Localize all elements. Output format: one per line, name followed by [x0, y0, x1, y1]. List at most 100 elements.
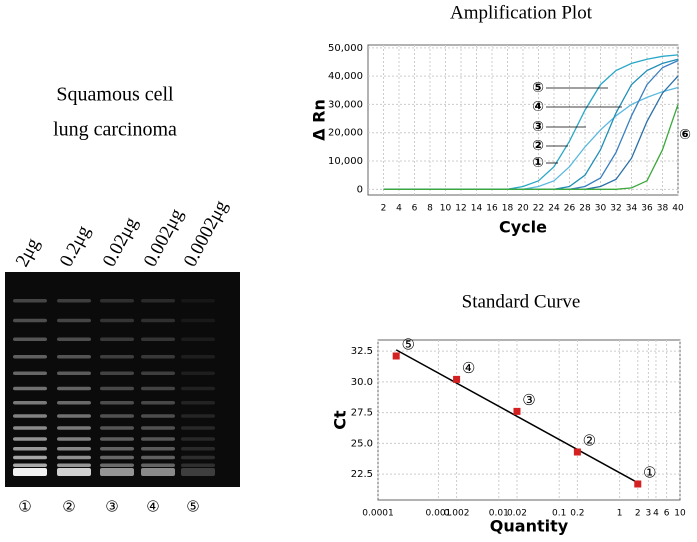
y-tick-label: 22.5	[351, 469, 373, 480]
x-tick-label: 20	[517, 204, 529, 214]
lane-number: ①	[18, 498, 31, 516]
gel-title: lung carcinoma	[53, 119, 177, 141]
gel-band	[57, 414, 91, 418]
gel-band	[100, 337, 134, 341]
gel-band	[13, 299, 47, 303]
gel-band	[141, 318, 175, 323]
x-tick-label: 0.01	[489, 509, 509, 519]
x-tick-label: 40	[672, 204, 684, 214]
x-tick-label: 6	[664, 509, 670, 519]
chart-title: Amplification Plot	[450, 2, 593, 23]
gel-band	[57, 468, 91, 476]
gel-band	[13, 386, 47, 391]
gel-band	[13, 355, 47, 359]
lane-number: ③	[105, 498, 118, 516]
x-tick-label: 28	[579, 204, 591, 214]
lane-label: 0.02μg	[99, 213, 143, 270]
gel-band	[141, 455, 175, 460]
gel-band	[57, 447, 91, 451]
lane-label: 0.2μg	[56, 222, 95, 271]
gel-band	[100, 299, 134, 303]
gel-band	[181, 318, 215, 323]
gel-band	[141, 437, 175, 441]
data-point	[573, 448, 581, 456]
y-tick-label: 30.0	[351, 377, 373, 388]
gel-band	[181, 447, 215, 451]
gel-band	[13, 447, 47, 451]
gel-band	[181, 355, 215, 359]
y-axis-label: Δ Rn	[310, 99, 329, 141]
gel-band	[141, 463, 175, 467]
lane-number: ⑤	[186, 498, 199, 516]
x-tick-label: 38	[657, 204, 669, 214]
gel-band	[181, 455, 215, 460]
curve-annotation: ③	[532, 119, 544, 135]
point-annotation: ④	[462, 359, 475, 377]
gel-band	[181, 414, 215, 418]
x-tick-label: 14	[471, 204, 483, 214]
x-axis-label: Cycle	[499, 218, 547, 237]
curve-annotation: ②	[532, 138, 544, 154]
curve-annotation: ④	[532, 99, 544, 115]
gel-band	[13, 318, 47, 323]
gel-band	[141, 355, 175, 359]
point-annotation: ②	[583, 432, 596, 450]
x-tick-label: 36	[641, 204, 653, 214]
gel-band	[100, 318, 134, 323]
gel-band	[57, 299, 91, 303]
gel-band	[13, 401, 47, 405]
gel-band	[57, 355, 91, 359]
x-tick-label: 10	[440, 204, 452, 214]
y-tick-label: 40,000	[328, 71, 363, 82]
gel-band	[57, 401, 91, 405]
gel-band	[57, 426, 91, 430]
gel-band	[100, 463, 134, 467]
gel-band	[100, 468, 134, 476]
x-tick-label: 1	[617, 509, 623, 519]
gel-band	[181, 386, 215, 391]
gel-band	[13, 463, 47, 467]
y-tick-label: 32.5	[351, 346, 373, 357]
gel-band	[141, 337, 175, 341]
x-tick-label: 34	[626, 204, 638, 214]
data-point	[513, 407, 521, 415]
x-tick-label: 24	[548, 204, 560, 214]
x-tick-label: 32	[610, 204, 621, 214]
gel-band	[100, 437, 134, 441]
x-tick-label: 26	[564, 204, 576, 214]
chart-title: Standard Curve	[462, 291, 581, 312]
y-tick-label: 20,000	[328, 128, 363, 139]
gel-band	[181, 401, 215, 405]
gel-band	[141, 447, 175, 451]
x-tick-label: 4	[653, 509, 659, 519]
gel-band	[57, 463, 91, 467]
gel-band	[13, 455, 47, 460]
lane-number: ②	[62, 498, 75, 516]
gel-band	[181, 437, 215, 441]
gel-band	[141, 468, 175, 476]
y-tick-label: 50,000	[328, 43, 363, 54]
gel-band	[13, 371, 47, 375]
y-tick-label: 30,000	[328, 99, 363, 110]
x-tick-label: 6	[412, 204, 418, 214]
x-tick-label: 30	[595, 204, 607, 214]
gel-band	[13, 337, 47, 341]
gel-band	[57, 455, 91, 460]
plot-area	[377, 339, 681, 501]
y-tick-label: 10,000	[328, 156, 363, 167]
gel-band	[181, 337, 215, 341]
gel-band	[181, 468, 215, 476]
gel-band	[100, 355, 134, 359]
gel-band	[57, 437, 91, 441]
gel-band	[100, 426, 134, 430]
gel-band	[100, 455, 134, 460]
x-tick-label: 16	[486, 204, 498, 214]
gel-band	[100, 414, 134, 418]
point-annotation: ③	[522, 391, 535, 409]
y-tick-label: 0	[357, 184, 363, 195]
gel-band	[141, 386, 175, 391]
x-tick-label: 2	[381, 204, 387, 214]
x-tick-label: 0.02	[507, 509, 527, 519]
